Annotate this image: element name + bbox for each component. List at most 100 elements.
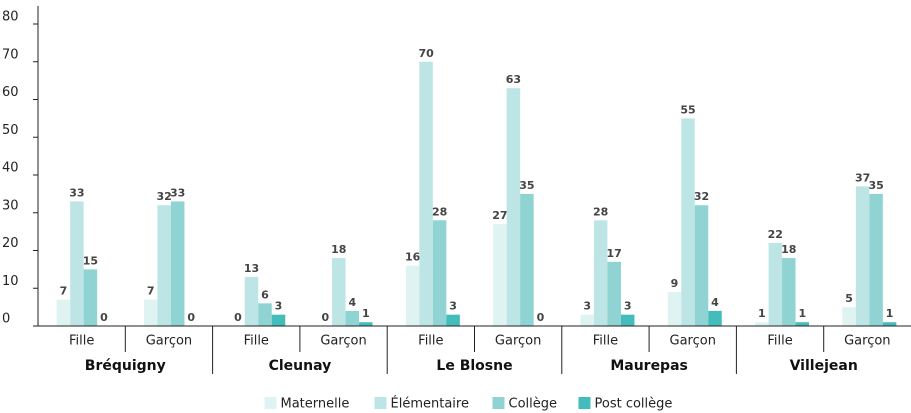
x-tick-label: Garçon (146, 334, 192, 349)
legend-label: Collège (509, 397, 558, 412)
x-tick-label: Fille (69, 334, 94, 349)
legend-label: Élémentaire (391, 396, 469, 412)
value-label: 33 (69, 186, 84, 199)
bar (506, 88, 521, 326)
value-label: 7 (60, 285, 68, 298)
value-label: 0 (100, 311, 108, 324)
bar (681, 118, 695, 326)
value-label: 3 (449, 300, 457, 313)
y-tick-label: 0 (2, 312, 10, 327)
bar (271, 314, 286, 326)
bar (882, 322, 897, 326)
group-label: Villejean (790, 358, 858, 374)
value-label: 9 (671, 277, 679, 290)
bar (795, 322, 810, 326)
value-label: 15 (83, 254, 98, 267)
value-label: 35 (519, 179, 534, 192)
group-label: Le Blosne (436, 358, 512, 374)
value-label: 37 (855, 171, 870, 184)
value-label: 28 (432, 205, 447, 218)
y-tick-label: 50 (2, 123, 19, 138)
bar (708, 310, 722, 326)
bar (83, 269, 98, 326)
x-tick-label: Garçon (495, 334, 541, 349)
y-tick-label: 80 (2, 10, 19, 25)
group-label: Bréquigny (85, 358, 166, 374)
value-label: 28 (593, 205, 608, 218)
bar (70, 201, 84, 326)
value-label: 4 (348, 296, 356, 309)
legend-label: Maternelle (281, 397, 350, 412)
value-label: 4 (711, 296, 719, 309)
bar (419, 61, 433, 326)
bar (607, 261, 621, 326)
value-label: 3 (624, 300, 632, 313)
legend-swatch (374, 397, 387, 409)
bar (520, 193, 534, 326)
x-tick-label: Fille (593, 334, 618, 349)
bar (620, 314, 635, 326)
value-label: 32 (694, 190, 709, 203)
bar (359, 322, 373, 326)
legend-swatch (264, 397, 277, 409)
value-label: 17 (607, 247, 622, 260)
legend-swatch (578, 397, 591, 409)
value-label: 3 (583, 300, 591, 313)
x-tick-label: Garçon (670, 334, 716, 349)
bar (143, 299, 158, 326)
bar (345, 310, 360, 326)
group-label: Cleunay (269, 358, 332, 374)
bar (405, 265, 420, 326)
bar (855, 186, 870, 326)
legend-swatch (492, 397, 505, 409)
bar (842, 307, 856, 326)
bar (258, 303, 272, 326)
bar (56, 299, 71, 326)
bar (493, 224, 507, 326)
y-tick-label: 10 (2, 274, 19, 289)
value-label: 33 (170, 186, 185, 199)
value-label: 0 (187, 311, 195, 324)
value-label: 1 (886, 307, 894, 320)
value-label: 32 (157, 190, 172, 203)
value-label: 7 (147, 285, 155, 298)
group-label: Maurepas (610, 358, 688, 374)
bar (244, 276, 259, 326)
value-label: 18 (331, 243, 346, 256)
bar (170, 201, 185, 326)
value-label: 3 (275, 300, 283, 313)
bar (755, 322, 769, 326)
value-label: 70 (418, 47, 434, 60)
x-tick-label: Garçon (320, 334, 366, 349)
value-label: 22 (768, 228, 783, 241)
value-label: 16 (405, 251, 421, 264)
value-label: 35 (868, 179, 883, 192)
y-tick-label: 60 (2, 85, 19, 100)
value-label: 6 (261, 288, 269, 301)
value-label: 1 (798, 307, 806, 320)
value-label: 1 (758, 307, 766, 320)
bar (782, 258, 796, 326)
x-tick-label: Fille (418, 334, 443, 349)
value-label: 55 (680, 103, 695, 116)
value-label: 0 (537, 311, 545, 324)
y-tick-label: 40 (2, 161, 19, 176)
x-tick-label: Garçon (844, 334, 890, 349)
value-label: 0 (321, 311, 329, 324)
y-tick-label: 20 (2, 236, 19, 251)
x-tick-label: Fille (767, 334, 792, 349)
bar (332, 258, 346, 326)
legend-label: Post collège (595, 397, 673, 412)
value-label: 0 (234, 311, 242, 324)
value-label: 1 (362, 307, 370, 320)
value-label: 63 (506, 73, 521, 86)
bar (593, 220, 608, 326)
bar (580, 314, 594, 326)
y-tick-label: 70 (2, 47, 19, 62)
value-label: 13 (244, 262, 259, 275)
value-label: 5 (845, 292, 853, 305)
y-tick-label: 30 (2, 198, 19, 213)
bar (432, 220, 447, 326)
bar (446, 314, 460, 326)
